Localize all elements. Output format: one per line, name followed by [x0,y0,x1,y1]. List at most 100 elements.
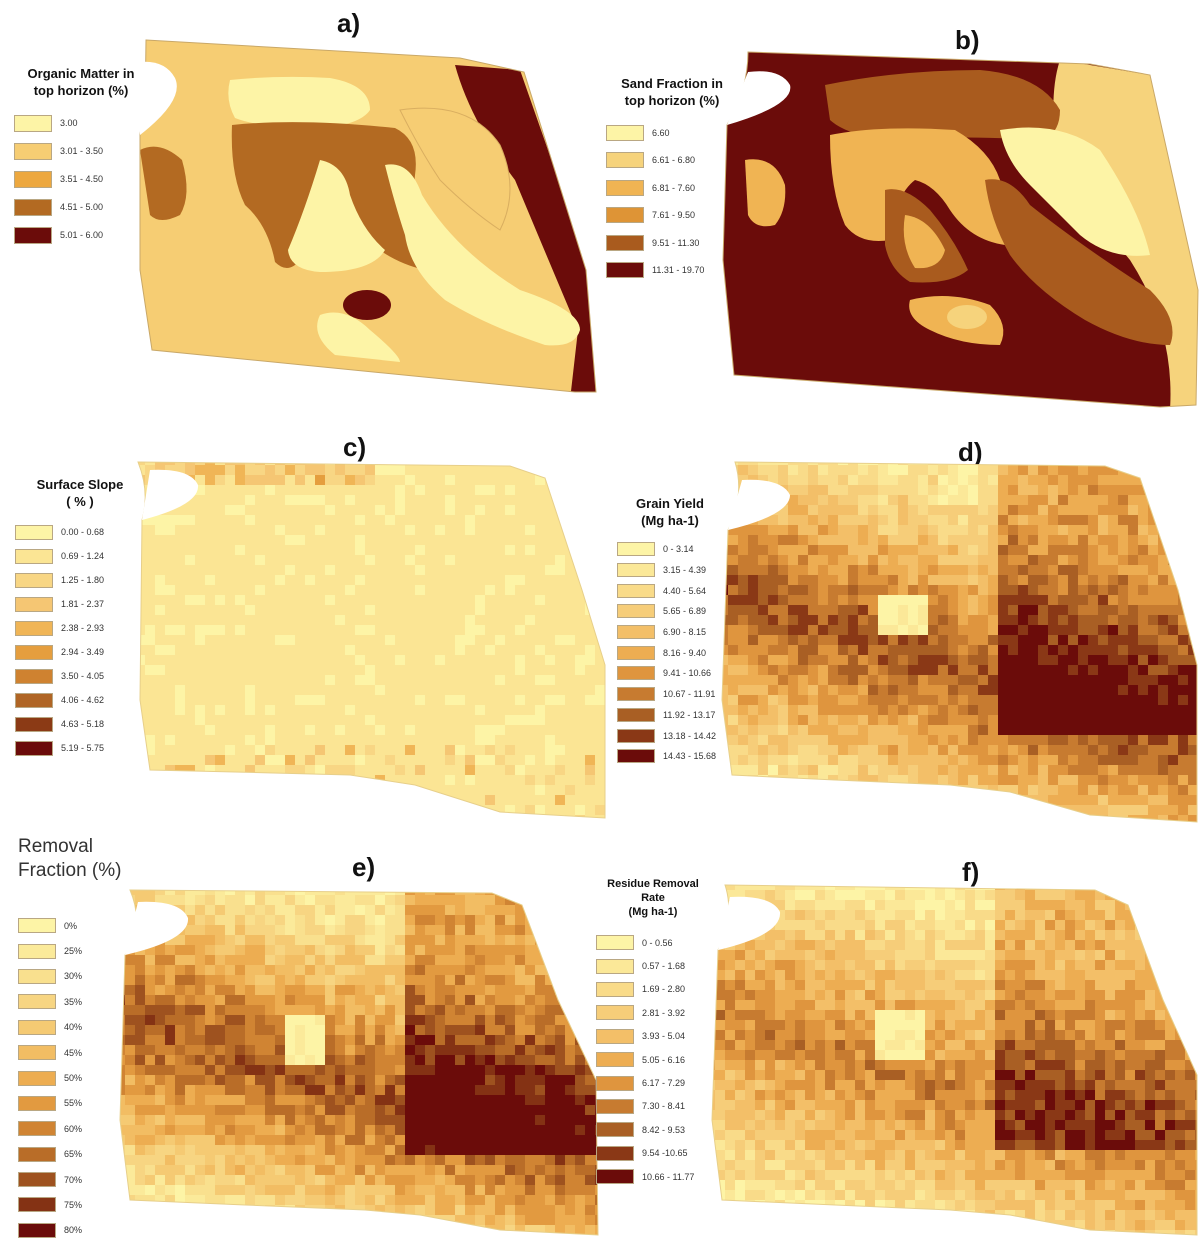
legend-item: 4.63 - 5.18 [15,712,145,736]
legend-label: 9.51 - 11.30 [652,237,700,248]
legend-label: 6.90 - 8.15 [663,627,707,638]
legend-label: 3.51 - 4.50 [60,174,104,184]
legend-swatch [596,1098,634,1114]
legend-item: 3.93 - 5.04 [596,1025,726,1048]
panel-label-e: e) [352,852,376,882]
legend-item: 2.81 - 3.92 [596,1001,726,1024]
legend-item: 60% [18,1116,148,1141]
legend-title-b: Sand Fraction in top horizon (%) [621,76,723,108]
legend-item: 7.30 - 8.41 [596,1095,726,1118]
legend-swatch [596,935,634,951]
legend-swatch [606,207,644,224]
legend-item: 10.66 - 11.77 [596,1165,726,1188]
legend-title-c: Surface Slope ( % ) [36,477,124,509]
legend-swatch [606,152,644,169]
legend-e: Removal Fraction (%) 0% 25% 30% 35% 40% 45% 50… [18,835,148,1243]
legend-label: 1.81 - 2.37 [61,599,105,609]
legend-item: 6.81 - 7.60 [606,174,766,202]
legend-swatch [15,692,53,708]
legend-item: 55% [18,1091,148,1116]
legend-f: Residue Removal Rate (Mg ha-1) 0 - 0.56 0… [588,877,718,1188]
legend-item: 6.17 - 7.29 [596,1071,726,1094]
legend-swatch [18,968,56,984]
legend-item: 50% [18,1065,148,1090]
legend-item: 5.65 - 6.89 [617,601,737,622]
legend-swatch [617,625,655,640]
legend-label: 3.93 - 5.04 [642,1031,686,1042]
legend-label: 50% [64,1073,83,1084]
legend-label: 40% [64,1022,83,1033]
legend-swatch [18,1146,56,1162]
legend-swatch [18,1197,56,1213]
legend-label: 11.92 - 13.17 [663,709,716,720]
legend-swatch [596,1122,634,1138]
legend-swatch [606,179,644,196]
legend-swatch [617,563,655,578]
legend-label: 0.00 - 0.68 [61,527,105,537]
legend-title-d: Grain Yield (Mg ha-1) [636,496,704,528]
legend-label: 5.05 - 6.16 [642,1054,686,1065]
legend-item: 25% [18,938,148,963]
legend-item: 5.19 - 5.75 [15,736,145,760]
legend-label: 3.15 - 4.39 [663,565,707,576]
legend-c: Surface Slope ( % ) 0.00 - 0.68 0.69 - 1.… [15,476,145,760]
legend-label: 6.60 [652,127,670,138]
legend-item: 6.60 [606,119,766,147]
legend-item: 1.81 - 2.37 [15,592,145,616]
legend-d: Grain Yield (Mg ha-1) 0 - 3.14 3.15 - 4.3… [610,495,730,767]
legend-swatch [15,644,53,660]
legend-label: 0.57 - 1.68 [642,961,686,972]
legend-swatch [596,1169,634,1185]
legend-item: 5.05 - 6.16 [596,1048,726,1071]
legend-label: 60% [64,1123,83,1134]
legend-item: 4.06 - 4.62 [15,688,145,712]
legend-item: 1.69 - 2.80 [596,978,726,1001]
legend-item: 5.01 - 6.00 [14,221,164,249]
legend-title-a: Organic Matter in top horizon (%) [27,66,135,98]
legend-label: 9.41 - 10.66 [663,668,712,679]
legend-swatch [18,1222,56,1238]
panel-label-d: d) [958,437,983,467]
legend-label: 6.61 - 6.80 [652,155,696,166]
legend-label: 45% [64,1047,83,1058]
legend-swatch [596,1028,634,1044]
legend-label: 70% [64,1174,83,1185]
legend-label: 3.50 - 4.05 [61,671,105,681]
legend-label: 0 - 0.56 [642,937,673,948]
legend-label: 0.69 - 1.24 [61,551,105,561]
legend-swatch [596,981,634,997]
legend-swatch [15,620,53,636]
legend-item: 35% [18,989,148,1014]
legend-item: 75% [18,1192,148,1217]
legend-swatch [18,918,56,934]
legend-label: 8.16 - 9.40 [663,647,707,658]
legend-swatch [15,524,53,540]
legend-label: 13.18 - 14.42 [663,730,717,741]
legend-item: 9.41 - 10.66 [617,663,737,684]
legend-label: 80% [64,1225,83,1236]
legend-swatch [15,596,53,612]
legend-item: 9.51 - 11.30 [606,229,766,257]
legend-item: 4.51 - 5.00 [14,193,164,221]
legend-label: 9.54 -10.65 [642,1148,688,1159]
legend-item: 3.00 [14,109,164,137]
panel-label-c: c) [343,432,367,462]
legend-swatch [15,668,53,684]
legend-item: 2.38 - 2.93 [15,616,145,640]
panel-label-f: f) [962,857,980,887]
legend-swatch [606,234,644,251]
legend-label: 25% [64,946,83,957]
legend-swatch [617,687,655,702]
legend-item: 6.90 - 8.15 [617,622,737,643]
legend-label: 55% [64,1098,83,1109]
legend-label: 2.81 - 3.92 [642,1007,686,1018]
legend-item: 0.69 - 1.24 [15,544,145,568]
legend-title-e: Removal Fraction (%) [18,836,122,881]
legend-swatch [596,958,634,974]
legend-title-f: Residue Removal Rate (Mg ha-1) [607,878,699,918]
legend-label: 4.51 - 5.00 [60,202,104,212]
